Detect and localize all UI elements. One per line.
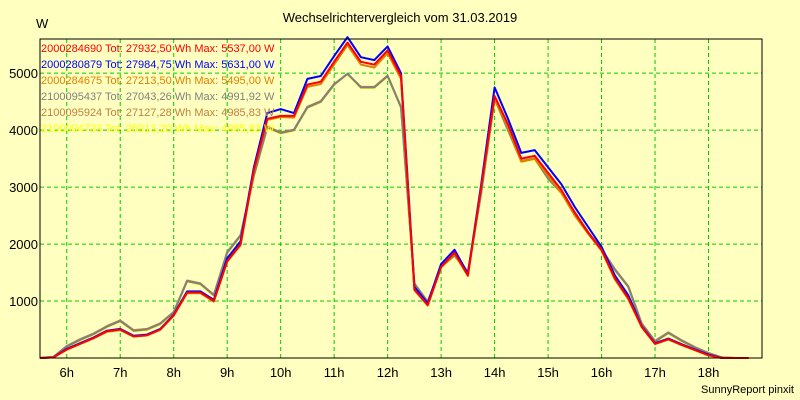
x-tick-label: 13h — [430, 365, 452, 380]
x-tick-label: 9h — [220, 365, 234, 380]
x-tick-label: 15h — [537, 365, 559, 380]
plot-border — [39, 38, 763, 359]
chart-title: Wechselrichtervergleich vom 31.03.2019 — [282, 10, 518, 25]
series-line-2100095437 — [39, 72, 749, 359]
legend-entry: 2100095437 Tot: 27043,26 Wh Max: 4991,92… — [41, 91, 275, 103]
x-tick-label: 7h — [113, 365, 127, 380]
x-tick-label: 14h — [484, 365, 506, 380]
y-tick-label: 3000 — [9, 180, 38, 195]
tick-label-layer: 6h 7h 8h 9h 10h 11h 12h 13h 14h 15h 16h 17h 18h 1000 2… — [9, 66, 719, 380]
x-tick-label: 6h — [60, 365, 74, 380]
x-tick-label: 10h — [270, 365, 292, 380]
legend-entry: 2000284675 Tot: 27213,50 Wh Max: 5495,00… — [41, 75, 275, 87]
y-tick-label: 2000 — [9, 237, 38, 252]
x-tick-label: 18h — [698, 365, 720, 380]
x-tick-label: 8h — [166, 365, 180, 380]
legend-entry: 2000280879 Tot: 27984,75 Wh Max: 5631,00… — [41, 59, 275, 71]
x-tick-label: 12h — [377, 365, 399, 380]
y-tick-label: 1000 — [9, 294, 38, 309]
series-line-2000284690 — [39, 41, 749, 359]
legend-entry: 2000284690 Tot: 27932,50 Wh Max: 5537,00… — [41, 43, 275, 55]
footer-credit: SunnyReport pinxit — [701, 384, 794, 396]
y-tick-label: 4000 — [9, 123, 38, 138]
y-tick-label: 5000 — [9, 66, 38, 81]
legend-entry: 2100094733 Tot: 26913,20 Wh Max: 4985,83… — [41, 123, 275, 135]
legend: 2000284690 Tot: 27932,50 Wh Max: 5537,00… — [41, 41, 274, 137]
x-tick-label: 16h — [591, 365, 613, 380]
y-axis-unit-label: W — [36, 16, 49, 31]
series-layer — [39, 36, 749, 359]
legend-entry: 2100095924 Tot: 27127,28 Wh Max: 4985,83… — [41, 107, 275, 119]
x-tick-label: 17h — [644, 365, 666, 380]
x-tick-label: 11h — [324, 365, 345, 380]
axis-layer — [39, 38, 763, 359]
